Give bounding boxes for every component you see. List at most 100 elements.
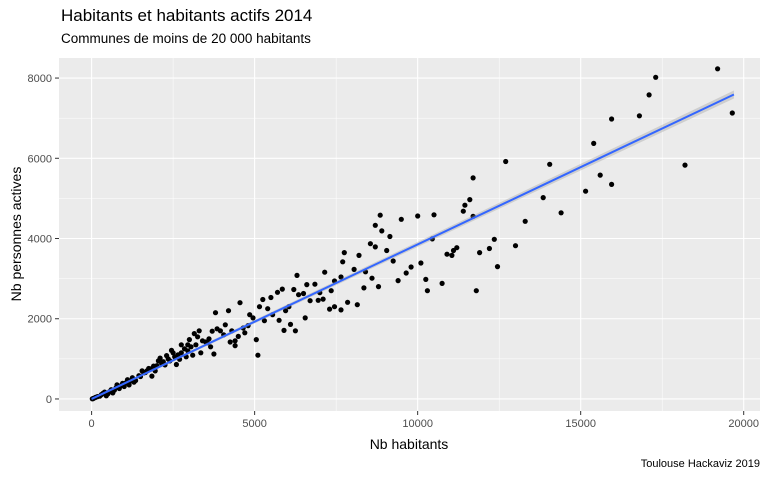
major-gridlines (59, 58, 760, 411)
data-point (304, 282, 310, 288)
data-point (291, 286, 297, 293)
data-point (294, 272, 300, 278)
chart-caption: Toulouse Hackaviz 2019 (640, 458, 760, 470)
data-point (540, 195, 546, 201)
data-point (395, 278, 401, 284)
data-point (265, 306, 271, 312)
data-point (227, 339, 233, 345)
data-point (345, 299, 351, 305)
data-point (327, 306, 333, 312)
data-point (462, 202, 468, 208)
data-point (276, 317, 282, 323)
data-point (387, 233, 393, 240)
data-point (372, 222, 378, 228)
data-point (444, 251, 450, 257)
data-point (408, 264, 414, 270)
data-point (609, 181, 615, 187)
data-point (341, 250, 347, 256)
data-point (256, 304, 263, 310)
x-tick-label: 10000 (402, 418, 433, 430)
data-point (418, 260, 424, 266)
data-point (449, 252, 455, 258)
y-tick-label: 8000 (28, 73, 52, 85)
data-point (279, 286, 285, 292)
data-point (237, 300, 243, 306)
data-point (195, 334, 201, 340)
data-point (170, 350, 176, 356)
data-point (209, 328, 215, 334)
data-point (320, 296, 326, 302)
data-point (260, 296, 266, 303)
data-point (315, 297, 321, 303)
data-point (312, 281, 318, 287)
data-point (149, 373, 155, 379)
data-point (494, 264, 501, 270)
data-point (473, 288, 479, 294)
y-tick-label: 4000 (28, 234, 52, 246)
data-point (268, 294, 274, 301)
data-point (185, 342, 191, 348)
trend-line (91, 93, 735, 400)
data-point (232, 338, 238, 344)
data-point (196, 328, 202, 334)
data-point (331, 304, 338, 310)
data-point (274, 289, 281, 295)
data-point (354, 302, 360, 308)
data-point (181, 346, 188, 352)
data-point (222, 322, 228, 328)
data-point (591, 140, 597, 146)
data-point (250, 315, 256, 321)
data-point (328, 288, 334, 294)
data-point (597, 172, 603, 178)
data-point (296, 292, 302, 298)
data-point (636, 113, 643, 119)
data-point (178, 342, 184, 348)
x-axis-title: Nb habitants (370, 436, 449, 452)
data-point (450, 247, 457, 254)
data-point (583, 188, 589, 194)
data-point (512, 243, 519, 249)
data-point (242, 330, 248, 336)
data-point (558, 210, 564, 216)
data-point (522, 218, 528, 224)
data-point (682, 162, 688, 168)
data-point (369, 275, 375, 281)
data-point (235, 333, 241, 339)
y-tick-label: 6000 (28, 153, 52, 165)
data-point (190, 352, 196, 358)
data-point (729, 110, 735, 116)
data-point (322, 269, 328, 275)
data-point (423, 276, 429, 282)
data-point (390, 258, 396, 264)
data-point (214, 326, 220, 332)
data-point (467, 197, 473, 203)
y-axis-title: Nb personnes actives (8, 167, 24, 302)
data-point (439, 280, 445, 286)
data-point (292, 328, 298, 334)
data-point (361, 285, 367, 291)
data-point (379, 228, 385, 234)
data-point (609, 116, 615, 122)
x-axis-tick-labels: 0 5000 10000 15000 20000 (89, 418, 759, 430)
data-point (338, 274, 344, 280)
chart-subtitle: Communes de moins de 20 000 habitants (61, 31, 311, 46)
axis-ticks (55, 77, 745, 415)
data-point (372, 244, 378, 250)
data-point (307, 298, 313, 304)
data-point (491, 236, 497, 242)
data-point (199, 338, 206, 344)
x-tick-label: 15000 (565, 418, 596, 430)
trend-line-group (91, 90, 735, 400)
data-point (198, 350, 204, 356)
data-point (653, 74, 659, 80)
data-point (375, 284, 382, 290)
y-tick-label: 0 (46, 394, 52, 406)
data-point (261, 318, 267, 324)
data-point (287, 321, 294, 327)
data-point (283, 308, 289, 314)
data-point (193, 342, 199, 348)
data-point (403, 270, 409, 276)
x-tick-label: 5000 (242, 418, 266, 430)
data-point (398, 216, 404, 222)
